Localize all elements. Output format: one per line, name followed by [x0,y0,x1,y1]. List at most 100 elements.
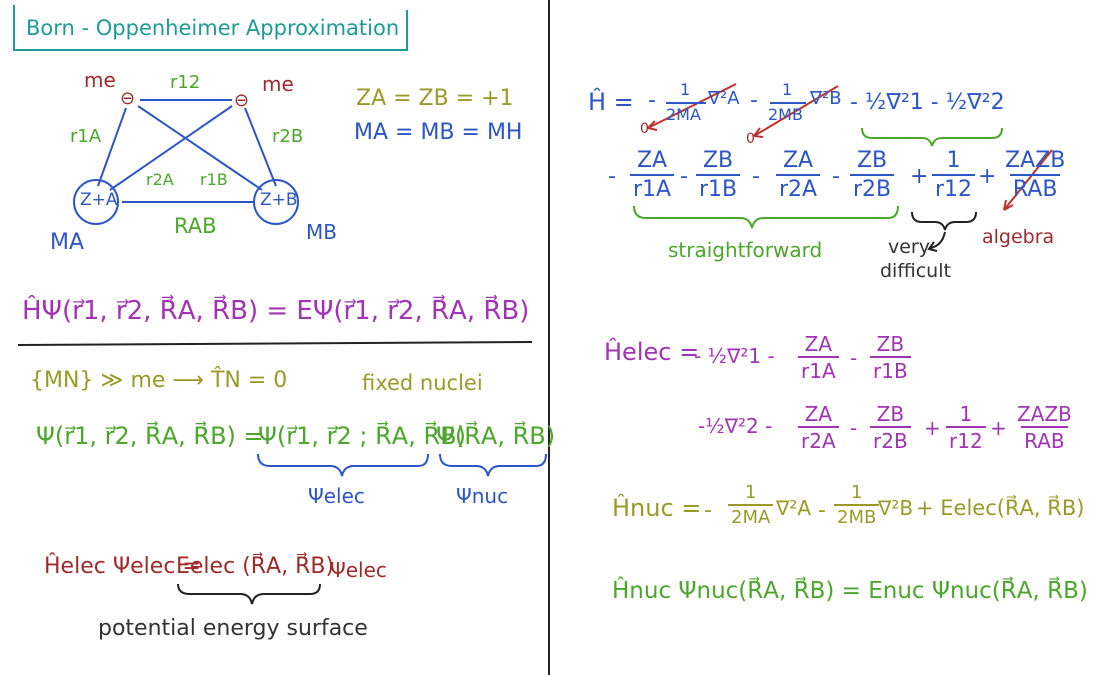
nuclear-equation: Ĥnuc Ψnuc(R⃗A, R⃗B) = Enuc Ψnuc(R⃗A, R⃗B… [612,578,1088,604]
h-nuc-term-b: 1 2MB [834,482,880,527]
label-r1B: r1B [200,170,228,189]
potential-energy-surface-caption: potential energy surface [98,616,368,641]
denominator: r1A [630,174,675,201]
crossout-strokes [647,83,1053,211]
h-elec-zb-r1b: ZB r1B [870,334,911,381]
denominator: 2MA [728,504,774,527]
brace-nuc [439,453,547,477]
section-divider [17,341,533,346]
term-zb-r2b: ZB r2B [850,148,895,201]
kin-b-op: ∇²B [810,88,842,109]
numerator: ZB [702,148,734,173]
electron-mass-left: me [84,68,116,92]
h-elec-za-r1a: ZA r1A [798,334,839,381]
label-r2A: r2A [146,170,174,189]
h-nuc-op-a: ∇²A [776,496,812,520]
term-za-r2a: ZA r2A [776,148,821,201]
kin-a-den: 2MA [666,105,701,124]
nucleus-B: Z+B [260,190,298,210]
plus-sign-2: + [978,164,997,189]
denominator: RAB [1009,174,1061,201]
mass-B: MB [306,220,337,244]
denominator: 2MB [834,504,880,527]
brace-elec [257,453,429,477]
h-elec-lhs: Ĥelec = [604,338,700,366]
electron-left-icon: ⊖ [120,88,136,109]
denominator: r2A [776,174,821,201]
label-r12: r12 [170,72,201,93]
minus-sign-6: - [832,164,840,189]
zero-b: 0 [746,131,755,147]
term-za-r1a: ZA r1A [630,148,675,201]
term-1-r12: 1 r12 [932,148,976,201]
masses-equation: MA = MB = MH [354,120,523,145]
h-nuc-tail: + Eelec(R⃗A, R⃗B) [916,496,1085,520]
label-RAB: RAB [174,214,217,238]
schrodinger-equation: ĤΨ(r⃗1, r⃗2, R⃗A, R⃗B) = EΨ(r⃗1, r⃗2, R⃗… [22,296,530,326]
minus-sign-4: - [680,164,688,189]
numerator: 1 [946,148,961,173]
term-zb-r1b: ZB r1B [696,148,741,201]
numerator: ZB [856,148,888,173]
difficult-label: difficult [880,260,951,282]
numerator: ZB [876,402,905,426]
denominator: RAB [1021,426,1068,451]
elec-eq-rhs: Ψelec [330,558,387,582]
h-elec-zb-r2b: ZB r2B [870,404,911,451]
brace-energy [177,583,321,605]
h-nuc-op-b: ∇²B [878,496,914,520]
label-r1A: r1A [70,126,102,147]
denominator: r1B [696,174,741,201]
kin-a-op: ∇²A [708,88,740,109]
h-elec-kin-2: -½∇²2 - [698,414,773,438]
denominator: r2B [870,426,911,451]
minus-sign-3: - [608,164,616,189]
fixed-nuclei-label: fixed nuclei [362,371,483,395]
minus-sign-2: - [750,88,758,113]
very-label: very [888,236,930,258]
label-r2B: r2B [272,126,304,147]
title-box [13,5,408,51]
term-zazb-rab: ZAZB RAB [1002,150,1068,201]
charges-equation: ZA = ZB = +1 [356,86,514,111]
minus-sign-9: - [704,498,712,523]
numerator: 1 [850,482,863,503]
kin-b-den: 2MB [768,105,803,124]
psi-nuc-label: Ψnuc [456,484,509,508]
numerator: 1 [744,482,757,503]
separation-nuc-part: Ψ(R⃗A, R⃗B) [436,422,556,450]
numerator: 1 [959,402,973,426]
kin-b-num: 1 [782,80,793,99]
denominator: r1A [798,356,839,381]
denominator: r1B [870,356,911,381]
plus-sign-3: + [924,416,941,440]
elec-eq-lhs: Ĥelec Ψelec = [44,554,201,579]
h-elec-za-r2a: ZA r2A [798,404,839,451]
denominator: r2B [850,174,895,201]
h-elec-1-r12: 1 r12 [946,404,986,451]
mass-A: MA [50,230,85,255]
h-elec-zazb-rab: ZAZB RAB [1014,404,1075,451]
separation-elec-part: Ψ(r⃗1, r⃗2 ; R⃗A, R⃗B) [258,422,466,450]
electron-kinetic-terms: - ½∇²1 - ½∇²2 [850,90,1005,115]
mass-ratio-statement: {MN} ≫ me ⟶ T̂N = 0 [30,368,288,393]
denominator: r12 [946,426,986,451]
numerator: ZA [636,148,668,173]
numerator: ZA [782,148,814,173]
h-nuc-lhs: Ĥnuc = [612,494,702,522]
brace-r12 [911,211,977,231]
minus-sign-10: - [818,498,826,523]
electron-right-icon: ⊖ [234,90,250,111]
brace-straightforward [633,205,899,229]
denominator: r2A [798,426,839,451]
h-nuc-term-a: 1 2MA [728,482,774,527]
brace-electron-kinetic [861,127,1003,147]
separation-lhs: Ψ(r⃗1, r⃗2, R⃗A, R⃗B) = [36,422,264,450]
straightforward-label: straightforward [668,238,823,262]
electron-mass-right: me [262,72,294,96]
numerator: ZAZB [1017,402,1072,426]
arrow-difficult [929,231,946,249]
nucleus-A: Z+A [80,190,118,210]
minus-sign-7: - [850,346,858,370]
